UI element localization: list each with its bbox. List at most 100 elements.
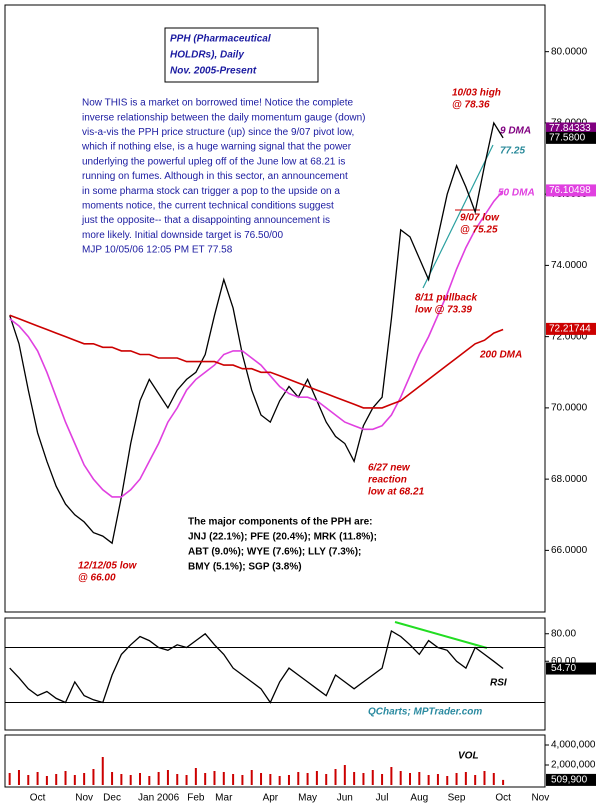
volume-bar (343, 765, 346, 785)
commentary: underlying the powerful upleg off of the… (82, 156, 345, 167)
volume-bar (399, 771, 402, 785)
volume-bar (101, 757, 104, 785)
y-tick-label: 60.00 (551, 656, 576, 667)
divergence-line (394, 621, 488, 649)
commentary: MJP 10/05/06 12:05 PM ET 77.58 (82, 245, 233, 256)
value-marker-label: 54.70 (551, 663, 576, 674)
commentary: moments notice, the current technical co… (82, 201, 334, 212)
volume-bar (474, 775, 477, 785)
x-tick-label: Nov (75, 793, 93, 804)
volume-bar (353, 772, 356, 785)
price-panel (4, 4, 546, 613)
components-note: ABT (9.0%); WYE (7.6%); LLY (7.3%); (188, 547, 361, 558)
series-line (9, 121, 504, 545)
rsi-panel (4, 617, 546, 731)
x-tick-label: Jan 2006 (138, 793, 180, 804)
annotation: @ 78.36 (452, 100, 490, 111)
annotation: 200 DMA (479, 350, 522, 361)
title-box (164, 27, 319, 83)
commentary: inverse relationship between the daily m… (82, 112, 366, 123)
volume-bar (409, 773, 411, 785)
chart-title: HOLDRs), Daily (170, 50, 244, 61)
volume-bar (148, 776, 151, 785)
volume-bar (194, 768, 197, 785)
value-marker (546, 184, 596, 197)
volume-bar (8, 773, 11, 785)
annotation: @ 75.25 (460, 225, 498, 236)
volume-bar (36, 772, 39, 785)
volume-bar (306, 773, 309, 785)
volume-bar (129, 775, 132, 785)
volume-bar (213, 771, 216, 785)
commentary: in some pharma stock can trigger a pop t… (82, 186, 340, 197)
volume-bar (464, 772, 467, 785)
panel-label: RSI (490, 678, 507, 689)
commentary: just the opposite-- that a disappointing… (81, 215, 330, 226)
chart-title: Nov. 2005-Present (170, 66, 257, 77)
volume-bar (325, 774, 328, 785)
annotation: 10/03 high (452, 88, 501, 99)
annotation: 9/07 low (460, 213, 500, 224)
components-note: BMY (5.1%); SGP (3.8%) (188, 562, 302, 573)
volume-bar (185, 775, 188, 785)
annotation: @ 66.00 (78, 573, 116, 584)
volume-bar (139, 773, 141, 785)
trend-line (422, 144, 494, 289)
y-tick-label: 2,000,000 (551, 760, 596, 771)
volume-bar (297, 772, 300, 785)
volume-bar (436, 774, 439, 785)
value-marker-label: 77.84333 (549, 123, 591, 134)
volume-bar (362, 773, 365, 785)
volume-bar (483, 771, 486, 785)
x-tick-label: Dec (103, 793, 121, 804)
volume-bar (381, 774, 384, 785)
annotation: 77.25 (500, 146, 525, 157)
annotation: reaction (368, 475, 407, 486)
y-tick-label: 66.0000 (551, 545, 588, 556)
volume-bar (446, 776, 449, 785)
components-note: JNJ (22.1%); PFE (20.4%); MRK (11.8%); (188, 532, 377, 543)
source: QCharts; MPTrader.com (368, 707, 482, 718)
components-note: The major components of the PPH are: (188, 517, 372, 528)
commentary: vis-a-vis the PPH price structure (up) s… (82, 127, 354, 138)
chart-title: PPH (Pharmaceutical (170, 34, 271, 45)
volume-bar (176, 774, 179, 785)
volume-bar (502, 779, 505, 785)
volume-bar (222, 772, 225, 785)
x-tick-label: Oct (495, 793, 511, 804)
value-marker-label: 77.5800 (549, 133, 586, 144)
volume-panel (4, 734, 546, 788)
x-tick-label: Mar (215, 793, 233, 804)
series-line (9, 314, 504, 409)
x-tick-label: Jun (337, 793, 353, 804)
x-tick-label: Oct (30, 793, 46, 804)
annotation: low at 68.21 (368, 487, 425, 498)
value-marker-label: 76.10498 (549, 185, 591, 196)
value-marker (546, 131, 596, 144)
annotation: 50 DMA (498, 188, 535, 199)
y-tick-label: 4,000,000 (551, 740, 596, 751)
value-marker-label: 72.21744 (549, 324, 591, 335)
x-tick-label: Apr (263, 793, 279, 804)
commentary: running on fumes. Although in this secto… (82, 171, 348, 182)
volume-bar (204, 773, 207, 785)
y-tick-label: 70.0000 (551, 403, 588, 414)
volume-bar (390, 767, 393, 785)
x-tick-label: Aug (410, 793, 428, 804)
volume-bar (334, 769, 337, 785)
volume-bar (241, 775, 244, 785)
volume-bar (278, 776, 281, 785)
series-line (9, 190, 504, 498)
annotation: low @ 73.39 (415, 305, 472, 316)
y-tick-label: 68.0000 (551, 474, 588, 485)
x-tick-label: Feb (187, 793, 205, 804)
annotation: 6/27 new (368, 463, 411, 474)
annotation: 8/11 pullback (415, 293, 478, 304)
volume-bar (17, 770, 20, 785)
volume-bar (45, 776, 48, 785)
value-marker (546, 662, 596, 675)
volume-bar (64, 771, 67, 785)
volume-bar (73, 775, 76, 785)
